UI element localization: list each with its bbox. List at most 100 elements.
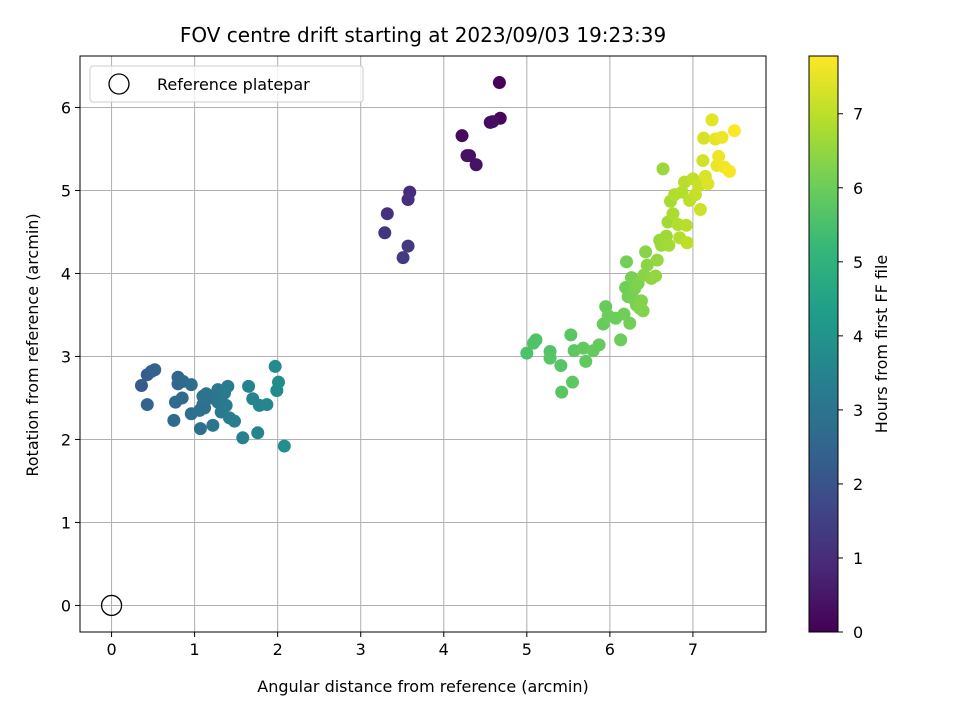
colorbar-tick-label: 4 (853, 327, 863, 346)
data-point (260, 398, 274, 412)
data-point (277, 439, 291, 453)
x-tick-label: 0 (106, 640, 116, 659)
data-point (640, 258, 654, 272)
data-point (140, 398, 154, 412)
colorbar: 0 1 2 3 4 5 6 7 Hours from first FF file (808, 55, 891, 642)
data-point (219, 398, 233, 412)
data-point (564, 328, 578, 342)
x-tick-label: 2 (273, 640, 283, 659)
legend-marker-open-circle (108, 73, 130, 95)
data-point (722, 164, 736, 178)
colorbar-label: Hours from first FF file (872, 255, 891, 434)
data-point (649, 269, 663, 283)
colorbar-tick-label: 3 (853, 401, 863, 420)
data-point (619, 255, 633, 269)
data-point (463, 149, 477, 163)
legend-label: Reference platepar (157, 75, 310, 94)
data-point (579, 354, 593, 368)
data-points (100, 76, 741, 617)
data-point (271, 375, 285, 389)
data-point (227, 414, 241, 428)
legend-box (89, 65, 364, 103)
y-axis-ticks: 0 1 2 3 4 5 6 (61, 98, 80, 615)
x-tick-label: 7 (688, 640, 698, 659)
data-point (492, 76, 506, 90)
colorbar-tick-label: 0 (853, 623, 863, 642)
data-point (697, 131, 711, 145)
y-tick-label: 3 (61, 347, 71, 366)
data-point (679, 218, 693, 232)
colorbar-gradient (808, 55, 839, 633)
y-tick-label: 2 (61, 430, 71, 449)
data-point (565, 375, 579, 389)
x-tick-label: 1 (190, 640, 200, 659)
x-tick-label: 5 (522, 640, 532, 659)
data-point (712, 149, 726, 163)
y-tick-label: 0 (61, 596, 71, 615)
y-tick-label: 5 (61, 181, 71, 200)
data-point (554, 359, 568, 373)
x-tick-label: 6 (605, 640, 615, 659)
grid-lines (80, 56, 766, 632)
data-point (680, 236, 694, 250)
data-point (401, 239, 415, 253)
plot-frame (79, 55, 767, 633)
data-point (520, 346, 534, 360)
y-tick-label: 6 (61, 98, 71, 117)
data-point (380, 207, 394, 221)
data-point (666, 207, 680, 221)
data-point (175, 391, 189, 405)
y-tick-label: 4 (61, 264, 71, 283)
data-point (656, 162, 670, 176)
x-tick-label: 3 (356, 640, 366, 659)
data-point (148, 363, 162, 377)
reference-platepar-marker (100, 594, 123, 617)
data-point (242, 379, 256, 393)
data-point (662, 238, 676, 252)
data-point (529, 333, 543, 347)
data-point (634, 294, 648, 308)
legend: Reference platepar (89, 65, 364, 103)
data-point (134, 378, 148, 392)
x-tick-label: 4 (439, 640, 449, 659)
data-point (675, 185, 689, 199)
data-point (396, 251, 410, 265)
colorbar-tick-label: 7 (853, 105, 863, 124)
data-point (268, 359, 282, 373)
data-point (193, 422, 207, 436)
y-axis-label: Rotation from reference (arcmin) (23, 213, 42, 476)
x-axis-label: Angular distance from reference (arcmin) (257, 677, 588, 696)
data-point (623, 316, 637, 330)
data-point (251, 426, 265, 440)
data-point (167, 413, 181, 427)
y-tick-label: 1 (61, 513, 71, 532)
data-point (184, 378, 198, 392)
data-point (378, 226, 392, 240)
chart-title: FOV centre drift starting at 2023/09/03 … (180, 23, 666, 47)
data-point (650, 253, 664, 267)
colorbar-tick-label: 1 (853, 549, 863, 568)
colorbar-tick-label: 6 (853, 179, 863, 198)
colorbar-tick-label: 2 (853, 475, 863, 494)
data-point (715, 130, 729, 144)
data-point (727, 124, 741, 138)
data-point (701, 177, 715, 191)
data-point (636, 304, 650, 318)
data-point (555, 385, 569, 399)
data-point (455, 129, 469, 143)
data-point (705, 113, 719, 127)
data-point (206, 418, 220, 432)
data-point (469, 158, 483, 172)
data-point (543, 351, 557, 365)
x-axis-ticks: 0 1 2 3 4 5 6 7 (106, 632, 698, 659)
data-point (639, 245, 653, 259)
data-point (693, 203, 707, 217)
data-point (592, 338, 606, 352)
data-point (198, 401, 212, 415)
data-point (486, 115, 500, 129)
data-point (236, 431, 250, 445)
data-point (696, 154, 710, 168)
data-point (576, 341, 590, 355)
data-point (221, 379, 235, 393)
